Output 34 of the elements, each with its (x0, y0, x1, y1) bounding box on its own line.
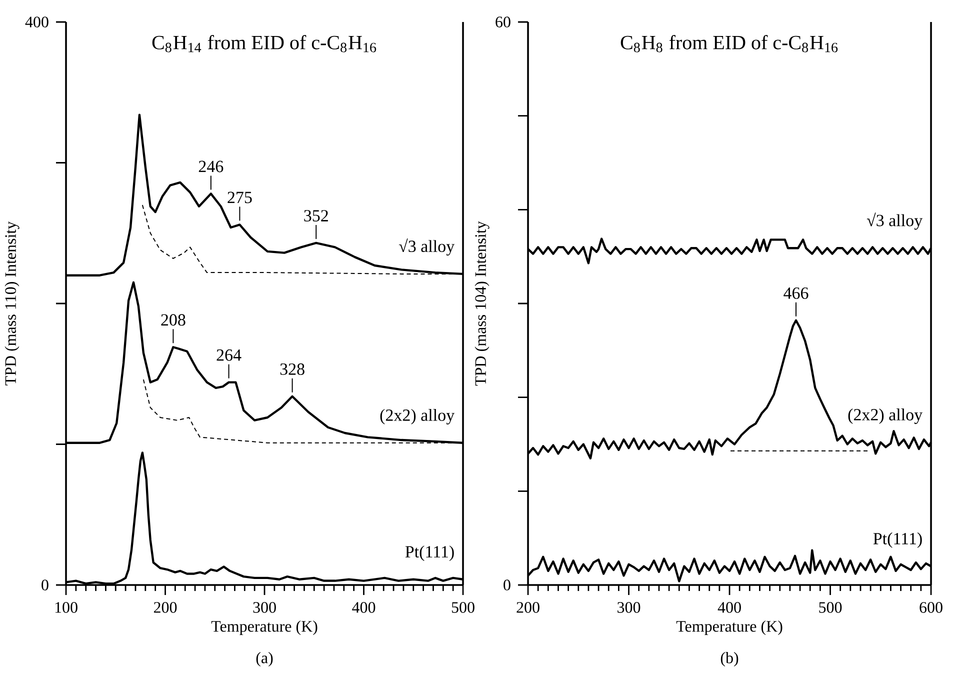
x-tick-label: 300 (618, 602, 640, 613)
x-tick-label: 400 (352, 602, 376, 613)
x-tick-label: 500 (452, 602, 474, 613)
x-axis-title: Temperature (K) (211, 620, 318, 636)
text: (b) (720, 652, 738, 667)
y-axis-title: TPD (mass 104) Intensity (474, 221, 490, 386)
annotation: 275 (228, 192, 252, 204)
series-label: Pt(111) (405, 546, 454, 561)
annotation: 208 (161, 314, 186, 326)
text: C$_{8}$H$_{8}$ from EID of c-C$_{8}$H$_{16}$ (620, 35, 838, 52)
x-tick-label: 500 (819, 602, 842, 613)
annotation: 246 (198, 160, 224, 172)
series-label: √3 alloy (866, 212, 923, 230)
x-tick-label: 600 (920, 602, 942, 613)
series-label: (2x2) alloy (380, 408, 455, 424)
x-tick-label: 300 (253, 602, 276, 613)
x-axis-title: Temperature (K) (676, 620, 782, 636)
annotation: 352 (304, 210, 328, 222)
annotation: 466 (784, 287, 808, 299)
y-tick-label: 0 (504, 580, 510, 590)
y-axis-title: TPD (mass 110) Intensity (4, 221, 20, 386)
x-tick-label: 200 (154, 602, 177, 613)
series-label: √3 alloy (398, 238, 455, 256)
annotation: 328 (280, 363, 304, 375)
x-tick-label: 200 (516, 602, 540, 613)
y-tick-label: 60 (496, 16, 510, 28)
y-tick-label: 0 (42, 580, 48, 590)
annotation: 264 (216, 349, 242, 361)
x-tick-label: 400 (718, 602, 741, 613)
text: C$_{8}$H$_{14}$ from EID of c-C$_{8}$H$_{16}$ (152, 35, 376, 52)
x-tick-label: 100 (55, 602, 78, 613)
series-label: (2x2) alloy (848, 408, 923, 424)
series-label: Pt(111) (873, 532, 922, 548)
text: (a) (256, 652, 273, 667)
